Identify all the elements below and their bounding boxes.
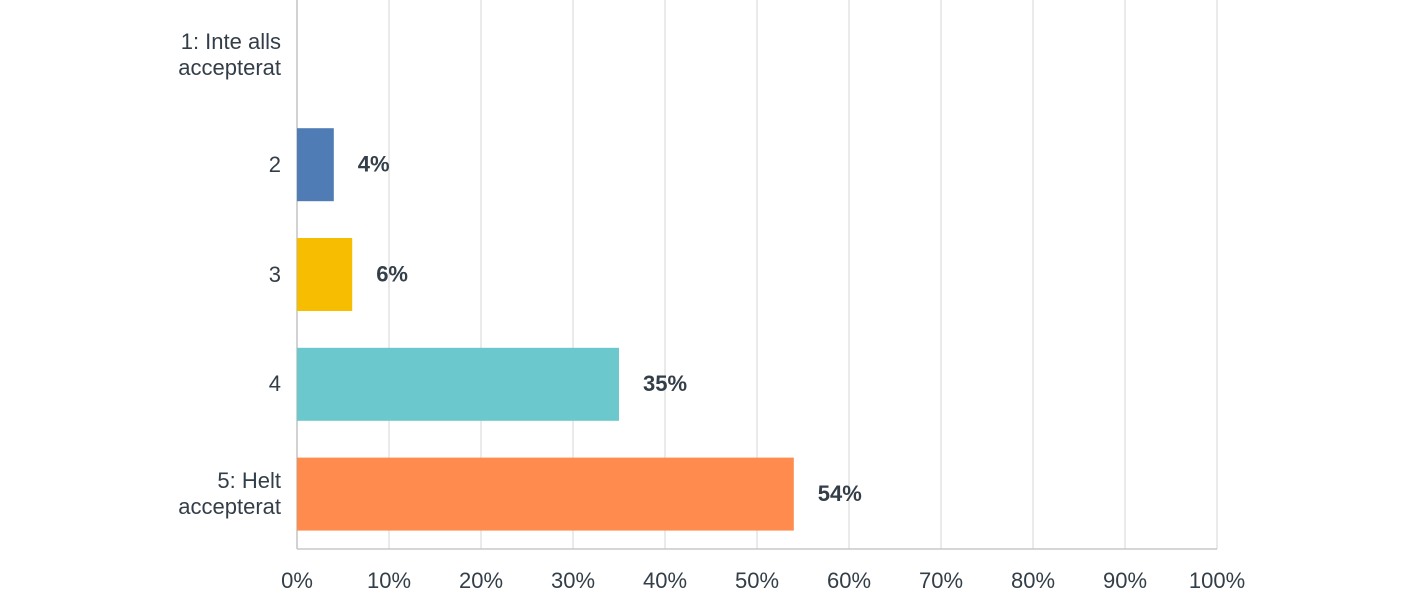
value-label: 54% <box>818 481 862 506</box>
x-tick-label: 30% <box>551 568 595 593</box>
x-tick-label: 60% <box>827 568 871 593</box>
x-tick-label: 100% <box>1189 568 1245 593</box>
x-tick-label: 10% <box>367 568 411 593</box>
bar <box>297 457 794 531</box>
bar <box>297 238 353 311</box>
x-tick-label: 70% <box>919 568 963 593</box>
x-tick-label: 90% <box>1103 568 1147 593</box>
bar <box>297 128 334 202</box>
x-tick-label: 20% <box>459 568 503 593</box>
y-tick-label: 5: Helt accepterat <box>178 468 281 520</box>
y-tick-label: 2 <box>268 151 281 177</box>
x-tick-label: 0% <box>281 568 313 593</box>
x-tick-label: 50% <box>735 568 779 593</box>
value-label: 6% <box>376 261 408 286</box>
bar <box>297 347 619 421</box>
value-label: 35% <box>643 371 687 396</box>
x-tick-label: 80% <box>1011 568 1055 593</box>
value-label: 4% <box>358 152 390 177</box>
y-tick-label: 1: Inte alls accepterat <box>178 28 281 80</box>
x-tick-label: 40% <box>643 568 687 593</box>
y-tick-label: 3 <box>268 261 281 287</box>
y-tick-label: 4 <box>268 371 281 397</box>
